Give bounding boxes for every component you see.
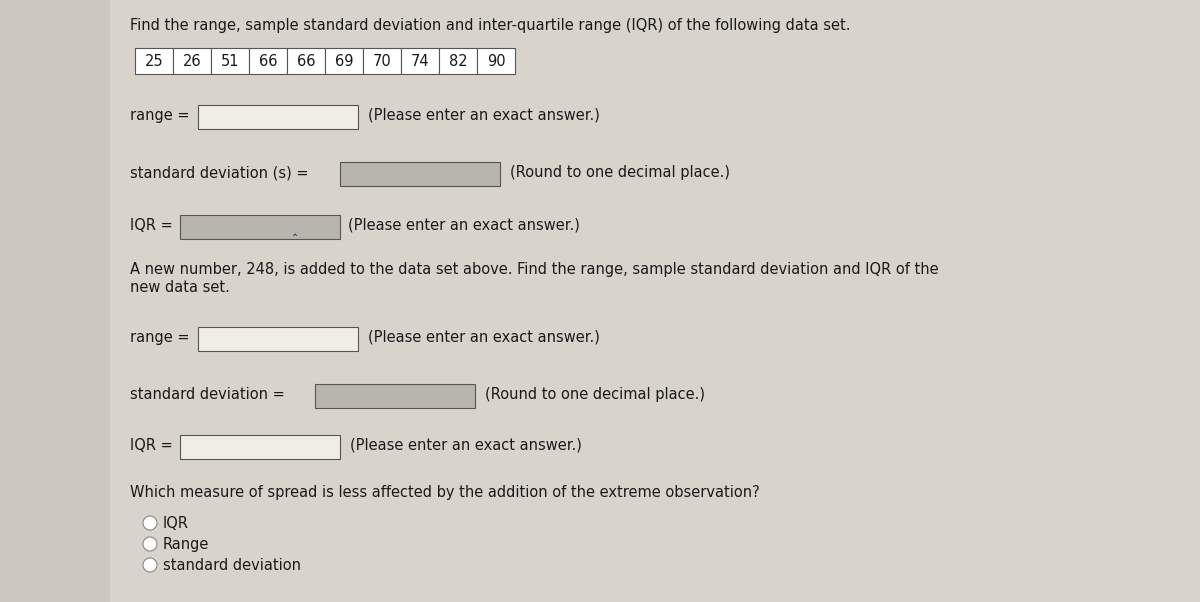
Text: IQR =: IQR = — [130, 218, 173, 233]
Text: 66: 66 — [259, 54, 277, 69]
Text: range =: range = — [130, 330, 190, 345]
FancyBboxPatch shape — [211, 48, 250, 74]
Text: range =: range = — [130, 108, 190, 123]
FancyBboxPatch shape — [401, 48, 439, 74]
FancyBboxPatch shape — [287, 48, 325, 74]
Text: (Please enter an exact answer.): (Please enter an exact answer.) — [368, 108, 600, 123]
FancyBboxPatch shape — [198, 327, 358, 351]
Text: 82: 82 — [449, 54, 467, 69]
Text: Range: Range — [163, 536, 209, 551]
FancyBboxPatch shape — [325, 48, 364, 74]
FancyBboxPatch shape — [250, 48, 287, 74]
Text: (Please enter an exact answer.): (Please enter an exact answer.) — [350, 438, 582, 453]
Text: (Please enter an exact answer.): (Please enter an exact answer.) — [348, 218, 580, 233]
Text: A new number, 248, is added to the data set above. Find the range, sample standa: A new number, 248, is added to the data … — [130, 262, 938, 277]
Text: standard deviation =: standard deviation = — [130, 387, 284, 402]
Circle shape — [143, 516, 157, 530]
FancyBboxPatch shape — [439, 48, 478, 74]
Text: (Please enter an exact answer.): (Please enter an exact answer.) — [368, 330, 600, 345]
Text: (Round to one decimal place.): (Round to one decimal place.) — [485, 387, 706, 402]
FancyBboxPatch shape — [478, 48, 515, 74]
FancyBboxPatch shape — [173, 48, 211, 74]
Circle shape — [143, 558, 157, 572]
Text: (Round to one decimal place.): (Round to one decimal place.) — [510, 165, 730, 180]
Circle shape — [143, 537, 157, 551]
Text: IQR: IQR — [163, 515, 190, 530]
Text: 69: 69 — [335, 54, 353, 69]
Text: new data set.: new data set. — [130, 280, 230, 295]
FancyBboxPatch shape — [180, 435, 340, 459]
Text: IQR =: IQR = — [130, 438, 173, 453]
Text: 70: 70 — [373, 54, 391, 69]
FancyBboxPatch shape — [134, 48, 173, 74]
FancyBboxPatch shape — [314, 384, 475, 408]
Text: 66: 66 — [296, 54, 316, 69]
Text: ‸: ‸ — [293, 223, 298, 236]
FancyBboxPatch shape — [340, 162, 500, 186]
Text: 74: 74 — [410, 54, 430, 69]
Text: 26: 26 — [182, 54, 202, 69]
Text: 51: 51 — [221, 54, 239, 69]
FancyBboxPatch shape — [180, 215, 340, 239]
Text: standard deviation: standard deviation — [163, 557, 301, 573]
Text: 25: 25 — [145, 54, 163, 69]
Text: 90: 90 — [487, 54, 505, 69]
Text: Find the range, sample standard deviation and inter-quartile range (IQR) of the : Find the range, sample standard deviatio… — [130, 18, 851, 33]
Text: standard deviation (s) =: standard deviation (s) = — [130, 165, 308, 180]
Text: Which measure of spread is less affected by the addition of the extreme observat: Which measure of spread is less affected… — [130, 485, 760, 500]
FancyBboxPatch shape — [198, 105, 358, 129]
FancyBboxPatch shape — [364, 48, 401, 74]
